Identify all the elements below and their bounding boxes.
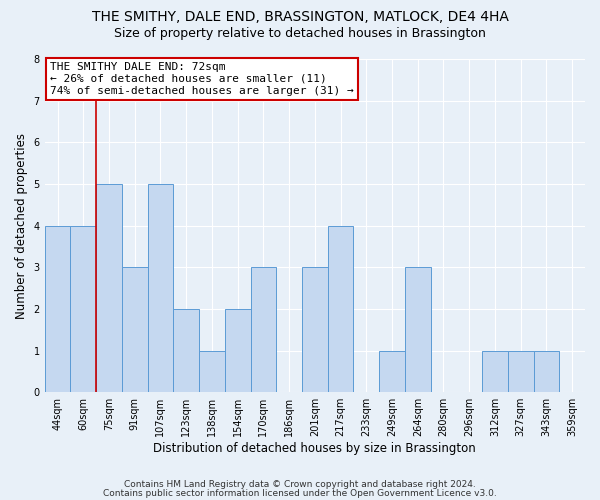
Y-axis label: Number of detached properties: Number of detached properties	[15, 132, 28, 318]
Text: THE SMITHY, DALE END, BRASSINGTON, MATLOCK, DE4 4HA: THE SMITHY, DALE END, BRASSINGTON, MATLO…	[92, 10, 508, 24]
Bar	[533, 350, 559, 392]
Text: THE SMITHY DALE END: 72sqm
← 26% of detached houses are smaller (11)
74% of semi: THE SMITHY DALE END: 72sqm ← 26% of deta…	[50, 62, 354, 96]
Bar	[508, 350, 533, 392]
Bar	[173, 309, 199, 392]
Bar	[482, 350, 508, 392]
Bar	[122, 268, 148, 392]
Bar	[44, 226, 70, 392]
Bar	[379, 350, 405, 392]
Text: Size of property relative to detached houses in Brassington: Size of property relative to detached ho…	[114, 28, 486, 40]
Bar	[328, 226, 353, 392]
Bar	[70, 226, 96, 392]
Bar	[148, 184, 173, 392]
Text: Contains HM Land Registry data © Crown copyright and database right 2024.: Contains HM Land Registry data © Crown c…	[124, 480, 476, 489]
Bar	[405, 268, 431, 392]
Bar	[251, 268, 276, 392]
Bar	[302, 268, 328, 392]
Bar	[199, 350, 225, 392]
Bar	[96, 184, 122, 392]
Bar	[225, 309, 251, 392]
Text: Contains public sector information licensed under the Open Government Licence v3: Contains public sector information licen…	[103, 488, 497, 498]
X-axis label: Distribution of detached houses by size in Brassington: Distribution of detached houses by size …	[154, 442, 476, 455]
